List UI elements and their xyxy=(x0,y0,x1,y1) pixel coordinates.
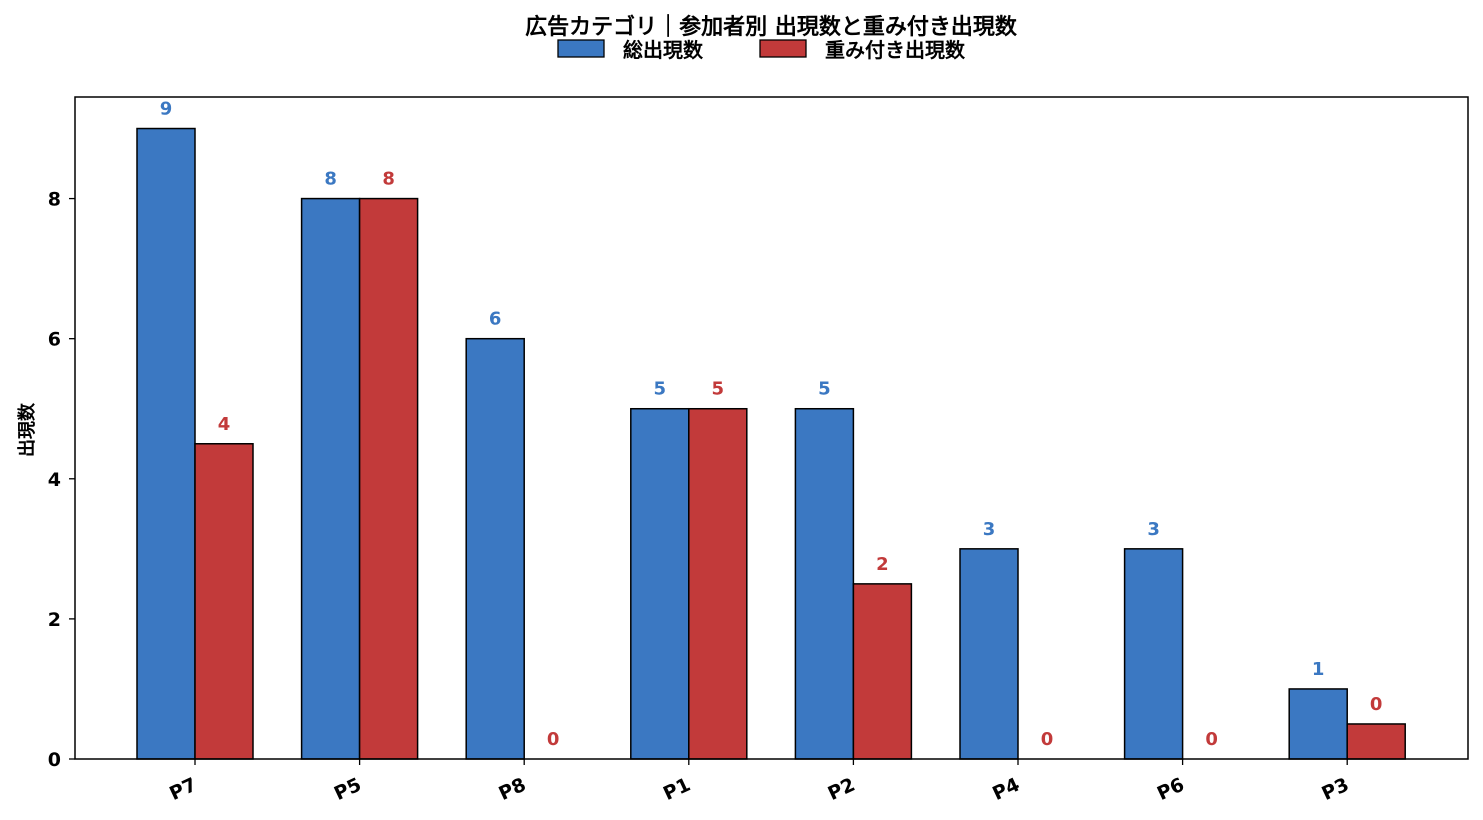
x-tick-label-p2: P2 xyxy=(825,774,859,805)
value-label-weighted-p5: 8 xyxy=(382,169,395,190)
value-label-total-p3: 1 xyxy=(1312,659,1325,680)
value-label-weighted-p1: 5 xyxy=(712,379,725,400)
value-label-weighted-p4: 0 xyxy=(1041,729,1054,750)
value-label-weighted-p8: 0 xyxy=(547,729,560,750)
value-label-total-p1: 5 xyxy=(654,379,667,400)
legend-label-total: 総出現数 xyxy=(623,38,704,62)
legend-swatch-total xyxy=(557,39,605,58)
bar-total-p5 xyxy=(300,197,361,760)
y-tick-label: 2 xyxy=(48,609,61,631)
bar-total-p2 xyxy=(794,407,855,760)
x-tick-label-p1: P1 xyxy=(660,774,694,805)
x-tick-label-p3: P3 xyxy=(1318,774,1352,805)
bar-total-p4 xyxy=(959,548,1019,760)
x-tick-label-p4: P4 xyxy=(989,774,1023,805)
legend: 総出現数 重み付き出現数 xyxy=(557,38,966,62)
value-label-total-p8: 6 xyxy=(489,309,502,330)
value-label-total-p4: 3 xyxy=(983,519,996,540)
x-tick-label-p5: P5 xyxy=(331,774,365,805)
x-tick-label-p6: P6 xyxy=(1154,774,1188,805)
value-label-total-p2: 5 xyxy=(818,379,831,400)
bar-weighted-p3 xyxy=(1346,723,1406,760)
y-tick-label: 4 xyxy=(48,469,61,491)
bar-total-p1 xyxy=(630,407,690,760)
bar-total-p6 xyxy=(1123,548,1184,760)
value-label-weighted-p2: 2 xyxy=(876,554,889,575)
value-label-weighted-p6: 0 xyxy=(1205,729,1218,750)
bar-total-p3 xyxy=(1288,688,1348,760)
value-label-weighted-p3: 0 xyxy=(1370,694,1383,715)
x-tick-label-p8: P8 xyxy=(495,774,529,805)
bar-weighted-p7 xyxy=(194,443,254,760)
y-tick-label: 8 xyxy=(48,189,61,211)
plot-area: 0 2 4 6 8 9 4 P7 8 8 P5 6 0 P8 5 5 P1 5 2 P2 3 0 P4 3 0 P6 1 0 P3 xyxy=(48,99,1406,805)
value-label-total-p5: 8 xyxy=(324,169,337,190)
y-tick-label: 6 xyxy=(48,329,61,351)
y-tick-label: 0 xyxy=(48,749,61,771)
bar-weighted-p5 xyxy=(358,197,419,760)
value-label-total-p7: 9 xyxy=(160,99,173,120)
value-label-weighted-p7: 4 xyxy=(218,414,231,435)
bar-weighted-p1 xyxy=(688,407,748,760)
bar-total-p7 xyxy=(136,127,196,760)
value-label-total-p6: 3 xyxy=(1147,519,1160,540)
bar-weighted-p2 xyxy=(852,583,913,760)
y-axis-label: 出現数 xyxy=(16,402,38,457)
chart-title: 広告カテゴリ｜参加者別 出現数と重み付き出現数 xyxy=(525,14,1018,40)
legend-swatch-weighted xyxy=(759,39,807,58)
bar-total-p8 xyxy=(465,337,525,760)
x-tick-label-p7: P7 xyxy=(166,774,200,805)
legend-label-weighted: 重み付き出現数 xyxy=(825,38,966,62)
axes-frame xyxy=(74,96,1469,760)
